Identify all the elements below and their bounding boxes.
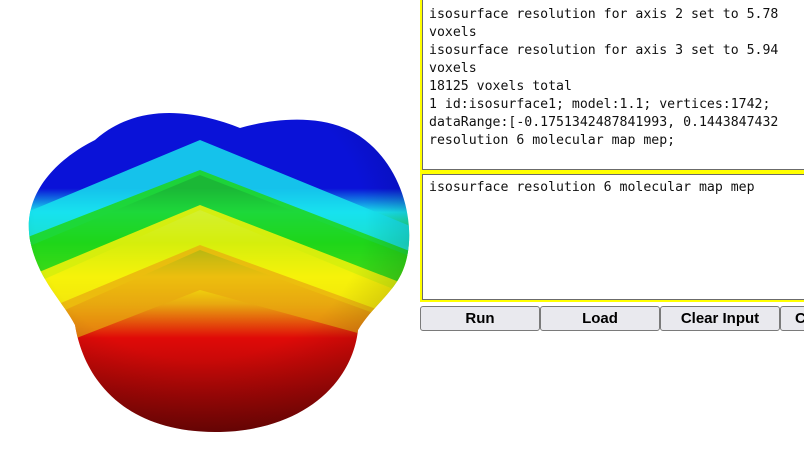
console-input[interactable]: isosurface resolution 6 molecular map me… [420, 172, 804, 302]
clear-output-button[interactable]: C [780, 306, 804, 331]
clear-input-button[interactable]: Clear Input [660, 306, 780, 331]
console-output-text: isosurface resolution for axis 2 set to … [429, 6, 804, 170]
molecule-viewer[interactable] [0, 0, 418, 454]
run-button[interactable]: Run [420, 306, 540, 331]
console-output[interactable]: isosurface resolution for axis 2 set to … [420, 0, 804, 172]
console-output-line: voxels [429, 61, 477, 76]
console-output-line: isosurface resolution for axis 2 set to … [429, 7, 779, 22]
console-button-bar: Run Load Clear Input C [420, 306, 804, 331]
console-output-line: resolution 6 molecular map mep; [429, 133, 676, 148]
isosurface-render [28, 113, 410, 432]
mep-surface [28, 113, 410, 432]
console-output-line: isosurface resolution for axis 3 set to … [429, 43, 779, 58]
console-output-line: 1 id:isosurface1; model:1.1; vertices:17… [429, 97, 771, 112]
console-input-text[interactable]: isosurface resolution 6 molecular map me… [429, 180, 755, 195]
console-output-line: 18125 voxels total [429, 79, 572, 94]
console-output-line: voxels [429, 25, 477, 40]
load-button[interactable]: Load [540, 306, 660, 331]
console-output-line: dataRange:[-0.1751342487841993, 0.144384… [429, 115, 779, 130]
